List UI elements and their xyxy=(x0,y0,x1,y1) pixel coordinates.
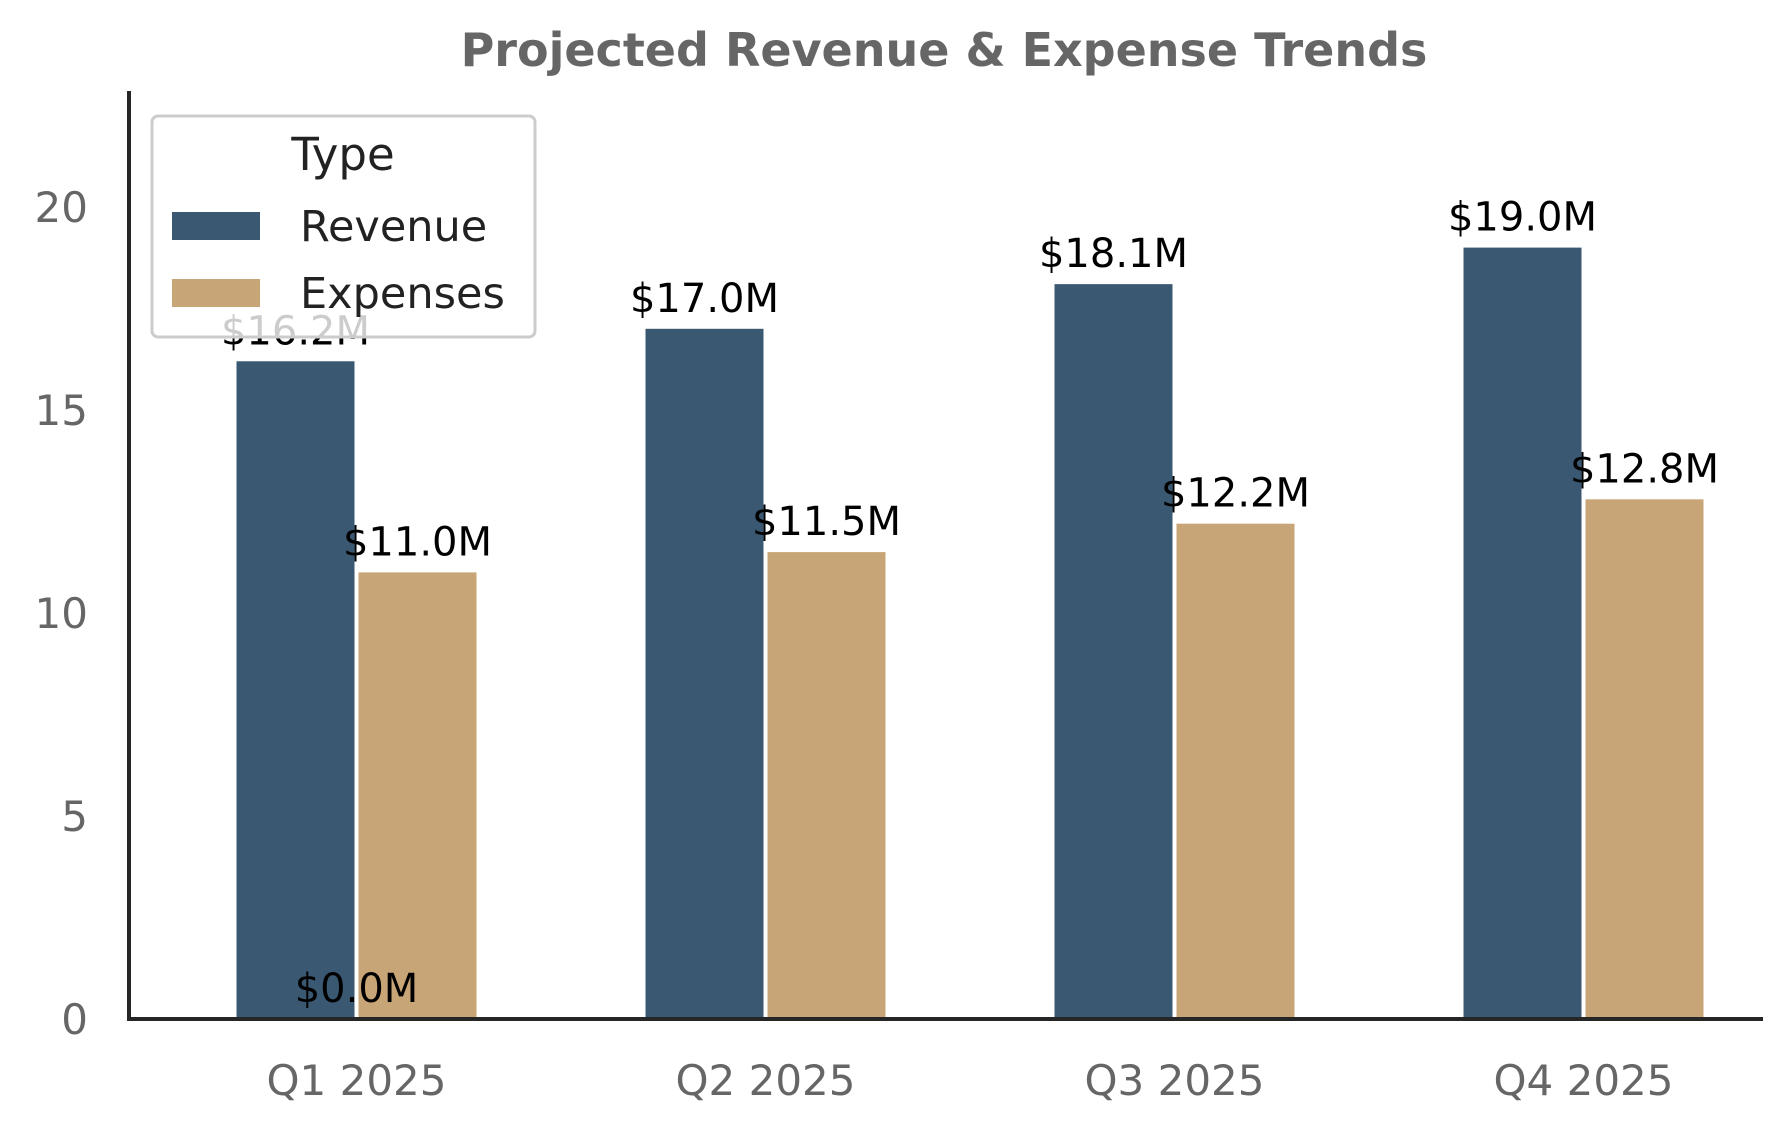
x-tick-label-q2: Q2 2025 xyxy=(675,1056,855,1105)
x-tick-labels: Q1 2025 Q2 2025 Q3 2025 Q4 2025 xyxy=(266,1056,1673,1105)
bar-expenses-2 xyxy=(767,552,886,1019)
data-label-revenue-2: $17.0M xyxy=(630,276,779,322)
y-tick-label-10: 10 xyxy=(35,589,88,638)
legend-label-revenue: Revenue xyxy=(300,202,487,252)
zero-value-annotation: $0.0M xyxy=(295,966,419,1012)
data-label-revenue-4: $19.0M xyxy=(1448,195,1597,241)
x-tick-label-q4: Q4 2025 xyxy=(1493,1056,1673,1105)
y-tick-label-5: 5 xyxy=(61,792,88,841)
y-tick-label-15: 15 xyxy=(35,386,88,435)
data-label-expenses-3: $12.2M xyxy=(1161,471,1310,517)
data-label-revenue-3: $18.1M xyxy=(1039,231,1188,277)
y-tick-labels: 0 5 10 15 20 xyxy=(35,183,88,1044)
data-label-expenses-1: $11.0M xyxy=(343,519,492,565)
bar-revenue-2 xyxy=(645,328,764,1019)
axes xyxy=(127,91,1763,1021)
bar-expenses-1 xyxy=(358,572,477,1019)
legend: Type Revenue Expenses xyxy=(150,114,537,339)
data-labels-layer: $16.2M$11.0M$17.0M$11.5M$18.1M$12.2M$19.… xyxy=(221,195,1719,1012)
bar-revenue-1 xyxy=(236,361,355,1019)
x-tick-label-q3: Q3 2025 xyxy=(1084,1056,1264,1105)
chart-title: Projected Revenue & Expense Trends xyxy=(461,23,1428,77)
legend-swatch-revenue xyxy=(172,212,260,240)
y-tick-label-20: 20 xyxy=(35,183,88,232)
x-tick-label-q1: Q1 2025 xyxy=(266,1056,446,1105)
y-tick-label-0: 0 xyxy=(61,995,88,1044)
bar-expenses-4 xyxy=(1585,499,1704,1019)
bar-expenses-3 xyxy=(1176,523,1295,1019)
legend-title: Type xyxy=(290,128,394,181)
bar-revenue-4 xyxy=(1463,247,1582,1020)
data-label-expenses-2: $11.5M xyxy=(752,499,901,545)
legend-label-expenses: Expenses xyxy=(300,269,505,319)
data-label-expenses-4: $12.8M xyxy=(1570,446,1719,492)
bar-revenue-3 xyxy=(1054,284,1173,1019)
legend-swatch-expenses xyxy=(172,279,260,307)
bars-layer xyxy=(236,247,1704,1020)
